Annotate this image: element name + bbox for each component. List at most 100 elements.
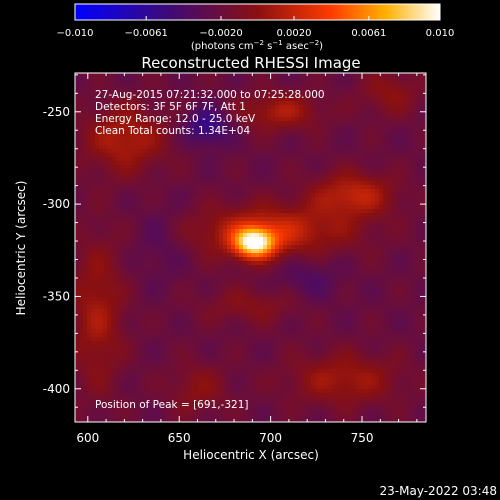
heatmap-cell — [143, 109, 148, 114]
heatmap-cell — [95, 161, 100, 166]
heatmap-cell — [143, 209, 148, 214]
heatmap-cell — [295, 277, 300, 282]
heatmap-cell — [195, 245, 200, 250]
heatmap-cell — [103, 153, 108, 158]
heatmap-cell — [339, 93, 344, 98]
heatmap-cell — [271, 297, 276, 302]
heatmap-cell — [111, 285, 116, 290]
heatmap-cell — [275, 205, 280, 210]
heatmap-cell — [195, 129, 200, 134]
heatmap-cell — [223, 97, 228, 102]
heatmap-cell — [407, 121, 412, 126]
heatmap-cell — [359, 285, 364, 290]
heatmap-cell — [419, 205, 424, 210]
heatmap-cell — [359, 165, 364, 170]
heatmap-cell — [323, 197, 328, 202]
heatmap-cell — [275, 213, 280, 218]
heatmap-cell — [299, 173, 304, 178]
heatmap-cell — [175, 97, 180, 102]
heatmap-cell — [359, 173, 364, 178]
heatmap-cell — [303, 153, 308, 158]
heatmap-cell — [159, 269, 164, 274]
heatmap-cell — [87, 133, 92, 138]
heatmap-cell — [327, 229, 332, 234]
heatmap-cell — [239, 169, 244, 174]
heatmap-cell — [183, 273, 188, 278]
heatmap-cell — [315, 89, 320, 94]
heatmap-cell — [251, 149, 256, 154]
heatmap-cell — [83, 205, 88, 210]
heatmap-cell — [263, 137, 268, 142]
heatmap-cell — [379, 129, 384, 134]
heatmap-cell — [335, 161, 340, 166]
heatmap-cell — [375, 185, 380, 190]
heatmap-cell — [283, 237, 288, 242]
heatmap-cell — [263, 197, 268, 202]
heatmap-cell — [199, 133, 204, 138]
heatmap-cell — [343, 221, 348, 226]
heatmap-cell — [211, 293, 216, 298]
heatmap-cell — [187, 281, 192, 286]
heatmap-cell — [231, 289, 236, 294]
heatmap-cell — [259, 153, 264, 158]
heatmap-cell — [323, 285, 328, 290]
heatmap-cell — [151, 85, 156, 90]
heatmap-cell — [119, 133, 124, 138]
heatmap-cell — [423, 233, 426, 238]
heatmap-cell — [287, 217, 292, 222]
heatmap-cell — [323, 253, 328, 258]
heatmap-cell — [255, 161, 260, 166]
heatmap-cell — [287, 209, 292, 214]
heatmap-cell — [339, 205, 344, 210]
heatmap-cell — [407, 109, 412, 114]
heatmap-cell — [351, 193, 356, 198]
heatmap-cell — [395, 93, 400, 98]
heatmap-cell — [203, 133, 208, 138]
heatmap-cell — [347, 241, 352, 246]
heatmap-cell — [347, 149, 352, 154]
heatmap-cell — [407, 249, 412, 254]
heatmap-cell — [223, 85, 228, 90]
heatmap-cell — [139, 269, 144, 274]
heatmap-cell — [179, 189, 184, 194]
heatmap-cell — [187, 209, 192, 214]
heatmap-cell — [211, 233, 216, 238]
heatmap-cell — [163, 97, 168, 102]
heatmap-cell — [103, 205, 108, 210]
heatmap-cell — [75, 81, 80, 86]
heatmap-cell — [163, 269, 168, 274]
heatmap-cell — [275, 277, 280, 282]
heatmap-cell — [139, 169, 144, 174]
heatmap-cell — [355, 293, 360, 298]
heatmap-cell — [131, 257, 136, 262]
heatmap-cell — [399, 153, 404, 158]
heatmap-cell — [203, 181, 208, 186]
heatmap-cell — [91, 77, 96, 82]
heatmap-cell — [419, 201, 424, 206]
heatmap-cell — [239, 161, 244, 166]
heatmap-cell — [139, 157, 144, 162]
heatmap-cell — [187, 137, 192, 142]
heatmap-cell — [95, 253, 100, 258]
heatmap-cell — [147, 121, 152, 126]
heatmap-cell — [219, 221, 224, 226]
heatmap-cell — [323, 157, 328, 162]
heatmap-cell — [359, 193, 364, 198]
heatmap-cell — [235, 149, 240, 154]
heatmap-cell — [311, 273, 316, 278]
heatmap-cell — [179, 85, 184, 90]
heatmap-cell — [143, 173, 148, 178]
heatmap-cell — [95, 289, 100, 294]
heatmap-cell — [375, 97, 380, 102]
heatmap-cell — [95, 189, 100, 194]
heatmap-cell — [379, 249, 384, 254]
heatmap-cell — [179, 181, 184, 186]
heatmap-cell — [403, 113, 408, 118]
heatmap-cell — [403, 217, 408, 222]
heatmap-cell — [147, 117, 152, 122]
heatmap-cell — [107, 225, 112, 230]
heatmap-cell — [263, 225, 268, 230]
heatmap-cell — [199, 241, 204, 246]
heatmap-cell — [279, 193, 284, 198]
heatmap-cell — [423, 177, 426, 182]
